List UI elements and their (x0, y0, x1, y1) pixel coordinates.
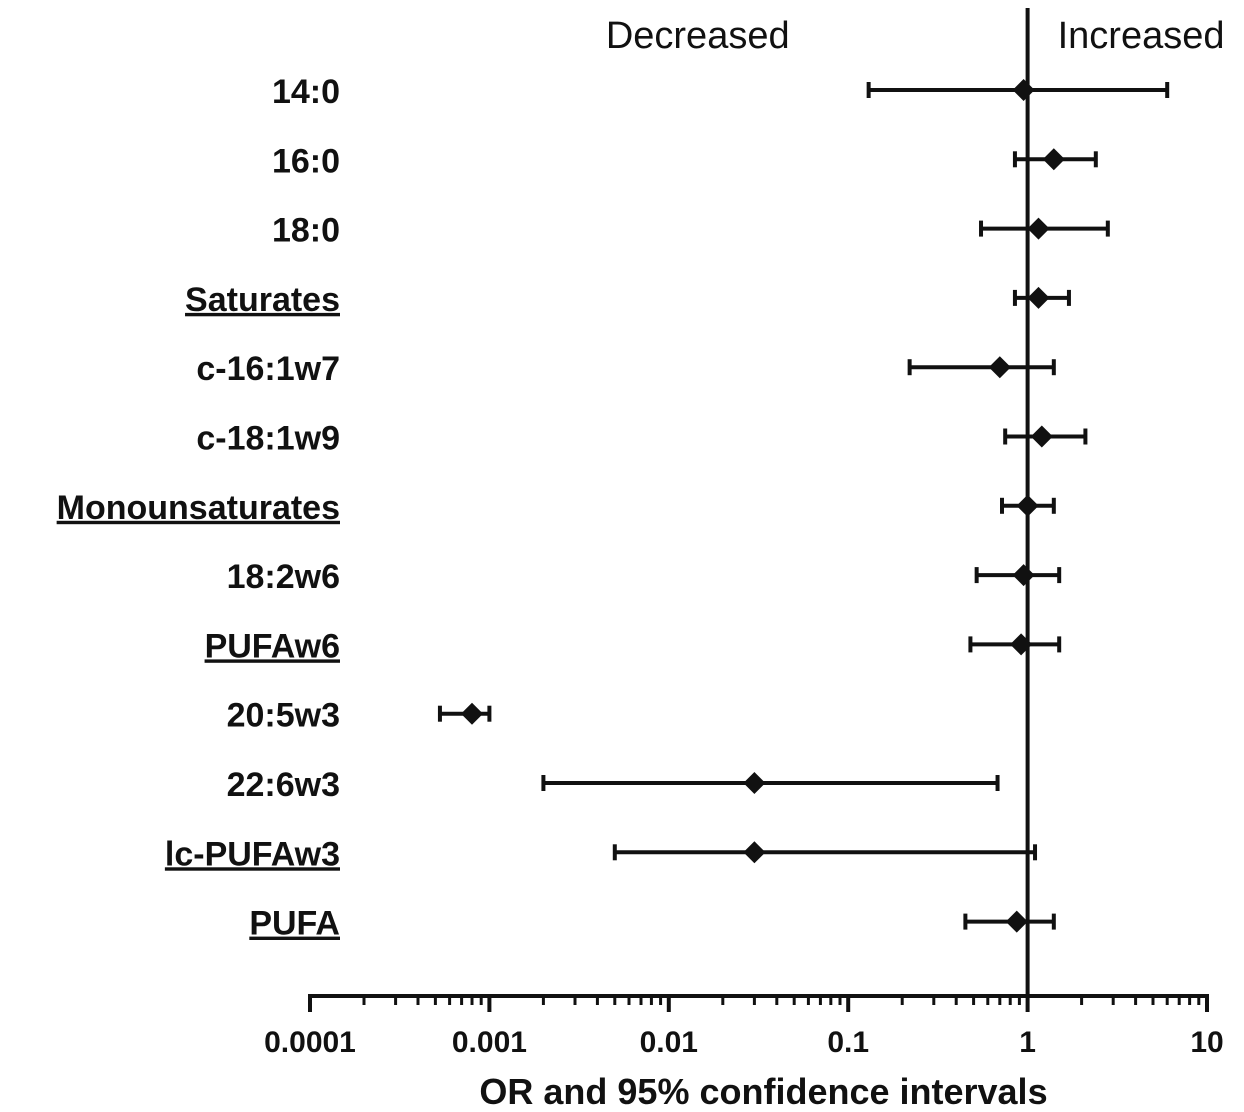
or-point-marker (743, 841, 766, 864)
or-point-marker (1027, 286, 1050, 309)
x-tick-label: 0.01 (640, 1026, 698, 1059)
annotation-decreased: Decreased (606, 15, 790, 57)
or-point-marker (1027, 217, 1050, 240)
or-point-marker (1030, 425, 1053, 448)
or-point-marker (1016, 494, 1039, 517)
annotation-increased: Increased (1058, 15, 1225, 57)
row-label: Saturates (185, 281, 340, 319)
row-label: lc-PUFAw3 (165, 835, 340, 873)
or-point-marker (743, 772, 766, 794)
x-tick-label: 10 (1190, 1026, 1223, 1059)
or-point-marker (1042, 148, 1065, 171)
row-label: 22:6w3 (227, 766, 340, 804)
or-point-marker (1005, 910, 1028, 933)
row-label: 16:0 (272, 142, 340, 180)
x-axis-title: OR and 95% confidence intervals (479, 1071, 1047, 1112)
row-label: 18:0 (272, 212, 340, 250)
or-point-marker (988, 356, 1011, 379)
x-tick-label: 1 (1019, 1026, 1036, 1059)
or-point-marker (1012, 564, 1035, 587)
x-tick-label: 0.0001 (264, 1026, 356, 1059)
or-point-marker (461, 702, 484, 725)
row-label: 20:5w3 (227, 697, 340, 735)
row-label: c-16:1w7 (196, 350, 340, 388)
row-label: c-18:1w9 (196, 420, 340, 458)
row-label: Monounsaturates (57, 489, 340, 527)
row-label: PUFA (249, 905, 340, 943)
x-tick-label: 0.1 (827, 1026, 869, 1059)
row-label: 18:2w6 (227, 558, 340, 596)
or-point-marker (1012, 79, 1035, 101)
row-label: 14:0 (272, 73, 340, 111)
x-tick-label: 0.001 (452, 1026, 527, 1059)
row-label: PUFAw6 (205, 627, 340, 665)
or-point-marker (1010, 633, 1033, 656)
